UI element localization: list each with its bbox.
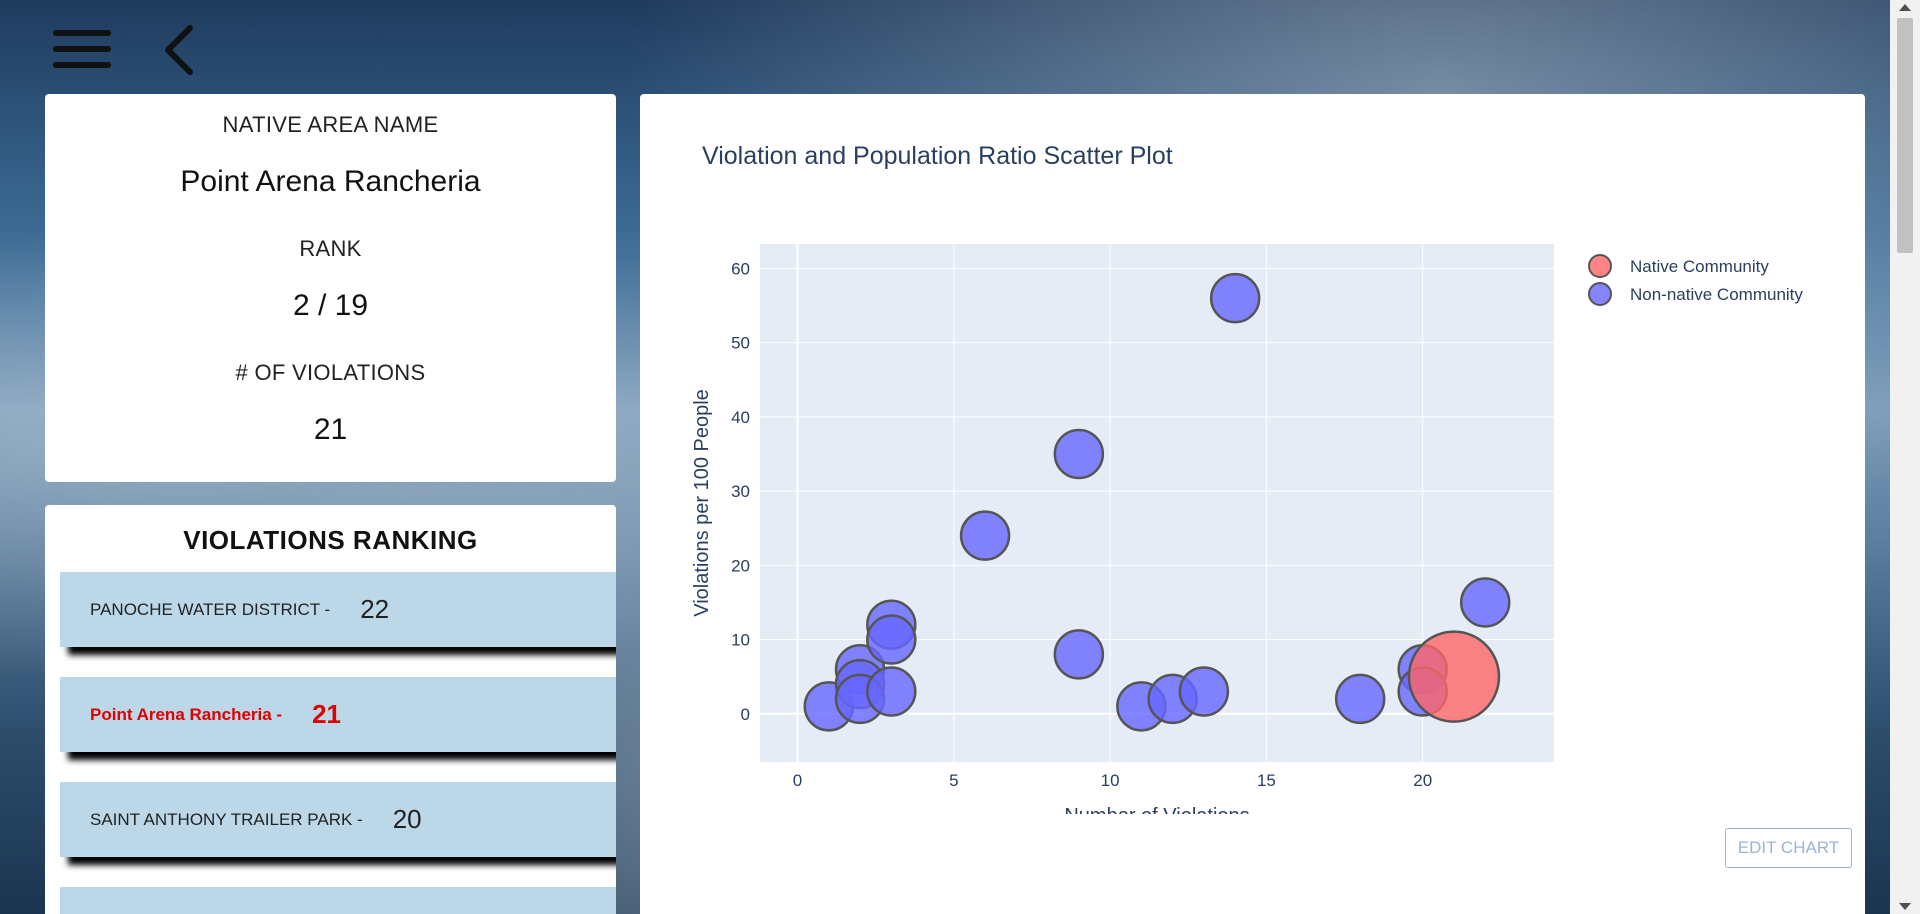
ranking-item-selected[interactable]: Point Arena Rancheria - 21 [60,677,616,752]
nonnative-community-point[interactable] [866,666,917,717]
chevron-left-icon[interactable] [160,22,200,78]
y-axis-label: Violations per 100 People [691,389,713,617]
x-tick-label: 5 [949,771,958,790]
x-tick-label: 15 [1257,771,1276,790]
nonnative-community-point[interactable] [959,510,1011,561]
native-community-point[interactable] [1407,630,1501,723]
scroll-up-icon[interactable] [1899,4,1911,11]
edit-chart-button[interactable]: EDIT CHART [1725,828,1852,868]
ranking-item-name: Point Arena Rancheria - [90,704,283,724]
rank-label: RANK [299,236,362,261]
scroll-down-icon[interactable] [1899,903,1911,910]
ranking-item[interactable] [60,887,616,914]
scatter-plot[interactable]: 0 5 10 15 20 0 10 20 30 40 50 60 Number of Violation… [640,94,1865,814]
ranking-item-name: PANOCHE WATER DISTRICT - [90,599,331,619]
x-axis-label: Number of Violations [1064,805,1249,814]
y-tick-label: 10 [731,631,750,650]
x-tick-label: 20 [1413,771,1432,790]
page-scrollbar[interactable] [1890,0,1920,914]
ranking-title: VIOLATIONS RANKING [183,525,478,555]
rank-value: 2 / 19 [292,289,369,322]
legend-marker[interactable] [1588,282,1612,306]
area-name-value: Point Arena Rancheria [180,165,481,198]
nonnative-community-point[interactable] [1459,577,1511,628]
y-tick-label: 40 [731,408,750,427]
y-tick-label: 60 [731,259,750,278]
y-tick-label: 0 [741,705,750,724]
nonnative-community-point[interactable] [1053,629,1105,680]
legend-label[interactable]: Native Community [1630,257,1769,276]
chart-title: Violation and Population Ratio Scatter P… [702,142,1173,170]
x-tick-label: 0 [793,771,802,790]
y-tick-label: 30 [731,482,750,501]
violations-value: 21 [313,413,348,446]
hamburger-menu-icon[interactable] [53,30,111,70]
nonnative-community-point[interactable] [1334,673,1386,725]
area-name-label: NATIVE AREA NAME [222,112,439,137]
nonnative-community-point[interactable] [1053,428,1105,480]
ranking-item-name: SAINT ANTHONY TRAILER PARK - [90,809,363,829]
ranking-item-count: 22 [360,594,390,624]
ranking-item[interactable]: SAINT ANTHONY TRAILER PARK - 20 [60,782,616,857]
ranking-item-count: 20 [392,804,422,834]
native-area-info-card: NATIVE AREA NAME Point Arena Rancheria R… [45,94,616,482]
nonnative-community-point[interactable] [866,614,917,665]
legend-label[interactable]: Non-native Community [1630,285,1803,304]
nonnative-community-point[interactable] [1209,272,1261,324]
violations-ranking-card: VIOLATIONS RANKING PANOCHE WATER DISTRIC… [45,505,616,914]
scrollbar-thumb[interactable] [1897,18,1913,253]
ranking-item[interactable]: PANOCHE WATER DISTRICT - 22 [60,572,616,647]
x-tick-label: 10 [1101,771,1120,790]
y-tick-label: 50 [731,334,750,353]
scatter-chart-card: Violation and Population Ratio Scatter P… [640,94,1865,914]
ranking-item-count: 21 [312,699,342,729]
y-tick-label: 20 [731,556,750,575]
violations-label: # OF VIOLATIONS [235,360,426,385]
top-bar [0,0,1890,94]
nonnative-community-point[interactable] [1178,666,1230,717]
legend-marker[interactable] [1588,254,1612,278]
